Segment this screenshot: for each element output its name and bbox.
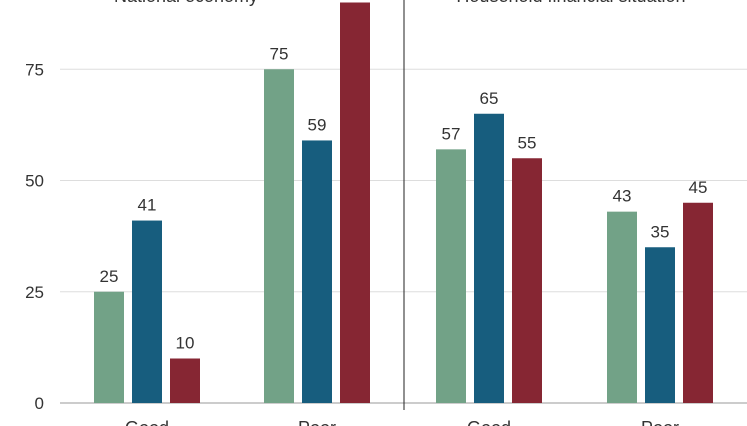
data-label: 75 [270,44,289,63]
bar [474,113,504,403]
data-label: 41 [138,196,157,215]
category-label: Good [467,418,511,426]
category-label: Poor [641,418,679,426]
bar [264,69,294,403]
y-tick-label: 25 [25,283,44,302]
bar [170,358,200,403]
data-label: 43 [613,187,632,206]
y-tick-label: 50 [25,172,44,191]
data-labels: 25 75 57 43 41 59 65 35 10 55 45 [100,44,708,352]
panel-title: National economy [114,0,258,6]
bar [436,149,466,403]
bar [512,158,542,403]
y-tick-label: 0 [35,394,44,413]
bar [340,2,370,403]
panel-titles: National economy Household financial situ… [114,0,686,6]
panel-title: Household financial situation [456,0,685,6]
bar [132,220,162,403]
bars [94,2,713,403]
data-label: 35 [651,222,670,241]
bar [607,211,637,403]
category-labels: Good Poor Good Poor [125,418,679,426]
bar [645,247,675,403]
data-label: 55 [518,133,537,152]
data-label: 25 [100,267,119,286]
category-label: Good [125,418,169,426]
data-label: 57 [442,124,461,143]
data-label: 45 [689,178,708,197]
bar [302,140,332,403]
data-label: 65 [480,89,499,108]
data-label: 10 [176,334,195,353]
y-tick-label: 75 [25,60,44,79]
category-label: Poor [298,418,336,426]
data-label: 59 [308,115,327,134]
y-axis-tick-labels: 0 25 50 75 [25,60,44,413]
bar [94,291,124,403]
bar [683,202,713,403]
